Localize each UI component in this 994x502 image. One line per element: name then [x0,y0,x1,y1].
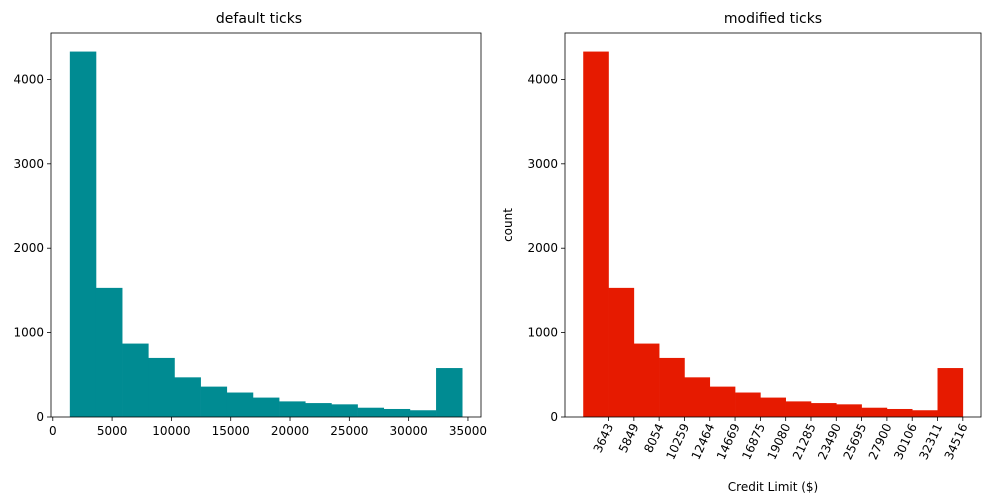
y-axis-label: count [501,208,515,242]
y-tick-label: 2000 [527,241,558,255]
histogram-bar [200,386,228,417]
histogram-bar [912,410,938,417]
histogram-bar [735,392,761,417]
histogram-bar [583,51,609,418]
y-tick-label: 4000 [527,72,558,86]
x-ticks: 3643 5849 80541025912464146691687519080212… [591,417,971,462]
histogram-bar [886,408,913,417]
x-tick-label: 30000 [390,424,428,438]
chart-modified-ticks: modified ticks 3643 5849 80541025912464146… [501,11,982,494]
x-tick-label: 5000 [97,424,128,438]
y-tick-label: 1000 [527,326,558,340]
histogram-bar [861,407,888,417]
histogram-bar [122,343,149,417]
x-tick-label: 10000 [152,424,190,438]
x-tick-label: 3643 [591,421,617,455]
histogram-bar [810,403,837,417]
x-tick-label: 35000 [449,424,487,438]
histogram-bar [684,377,711,417]
histogram-bar [357,407,385,417]
bars [583,51,964,418]
histogram-bar [608,287,635,417]
y-tick-label: 3000 [527,157,558,171]
x-tick-label: 25000 [330,424,368,438]
x-tick-label: 20000 [271,424,309,438]
histogram-bar [836,404,862,417]
histogram-bar [69,51,97,418]
x-tick-label: 15000 [212,424,250,438]
histogram-bar [383,408,411,417]
y-tick-label: 3000 [13,157,44,171]
y-tick-label: 0 [550,410,558,424]
chart-default-ticks: default ticks 0 5000 10000 15000 20000 25000 3… [13,11,487,438]
chart-title: default ticks [216,11,302,27]
histogram-bar [95,287,123,417]
axes-frame [50,32,482,418]
x-tick-label: 5849 [616,421,642,455]
histogram-bar [709,386,736,417]
axes-frame [564,32,982,418]
histogram-bar [409,410,437,417]
histogram-bar [436,368,463,417]
x-ticks: 0 5000 10000 15000 20000 25000 30000 35000 [49,417,487,438]
histogram-bar [305,403,332,417]
histogram-bar [760,397,786,417]
x-tick-label: 34516 [942,421,971,462]
x-axis-label: Credit Limit ($) [728,480,818,494]
y-tick-label: 0 [36,410,44,424]
y-tick-label: 4000 [13,72,44,86]
histogram-bar [785,401,812,417]
histogram-bar [148,357,175,417]
y-ticks: 0 1000 2000 3000 4000 [13,72,51,424]
histogram-bar [937,368,964,417]
histogram-bar [331,404,358,417]
chart-title: modified ticks [724,11,822,27]
histogram-bar [279,401,306,417]
histogram-bar [174,377,201,417]
bars [69,51,463,418]
histogram-bar [252,397,280,417]
y-tick-label: 1000 [13,326,44,340]
x-tick-label: 8054 [641,421,667,455]
y-ticks: 0 1000 2000 3000 4000 [527,72,565,424]
histogram-bar [633,343,660,417]
histogram-bar [659,357,685,417]
y-tick-label: 2000 [13,241,44,255]
x-tick-label: 0 [49,424,57,438]
histogram-bar [226,392,254,417]
